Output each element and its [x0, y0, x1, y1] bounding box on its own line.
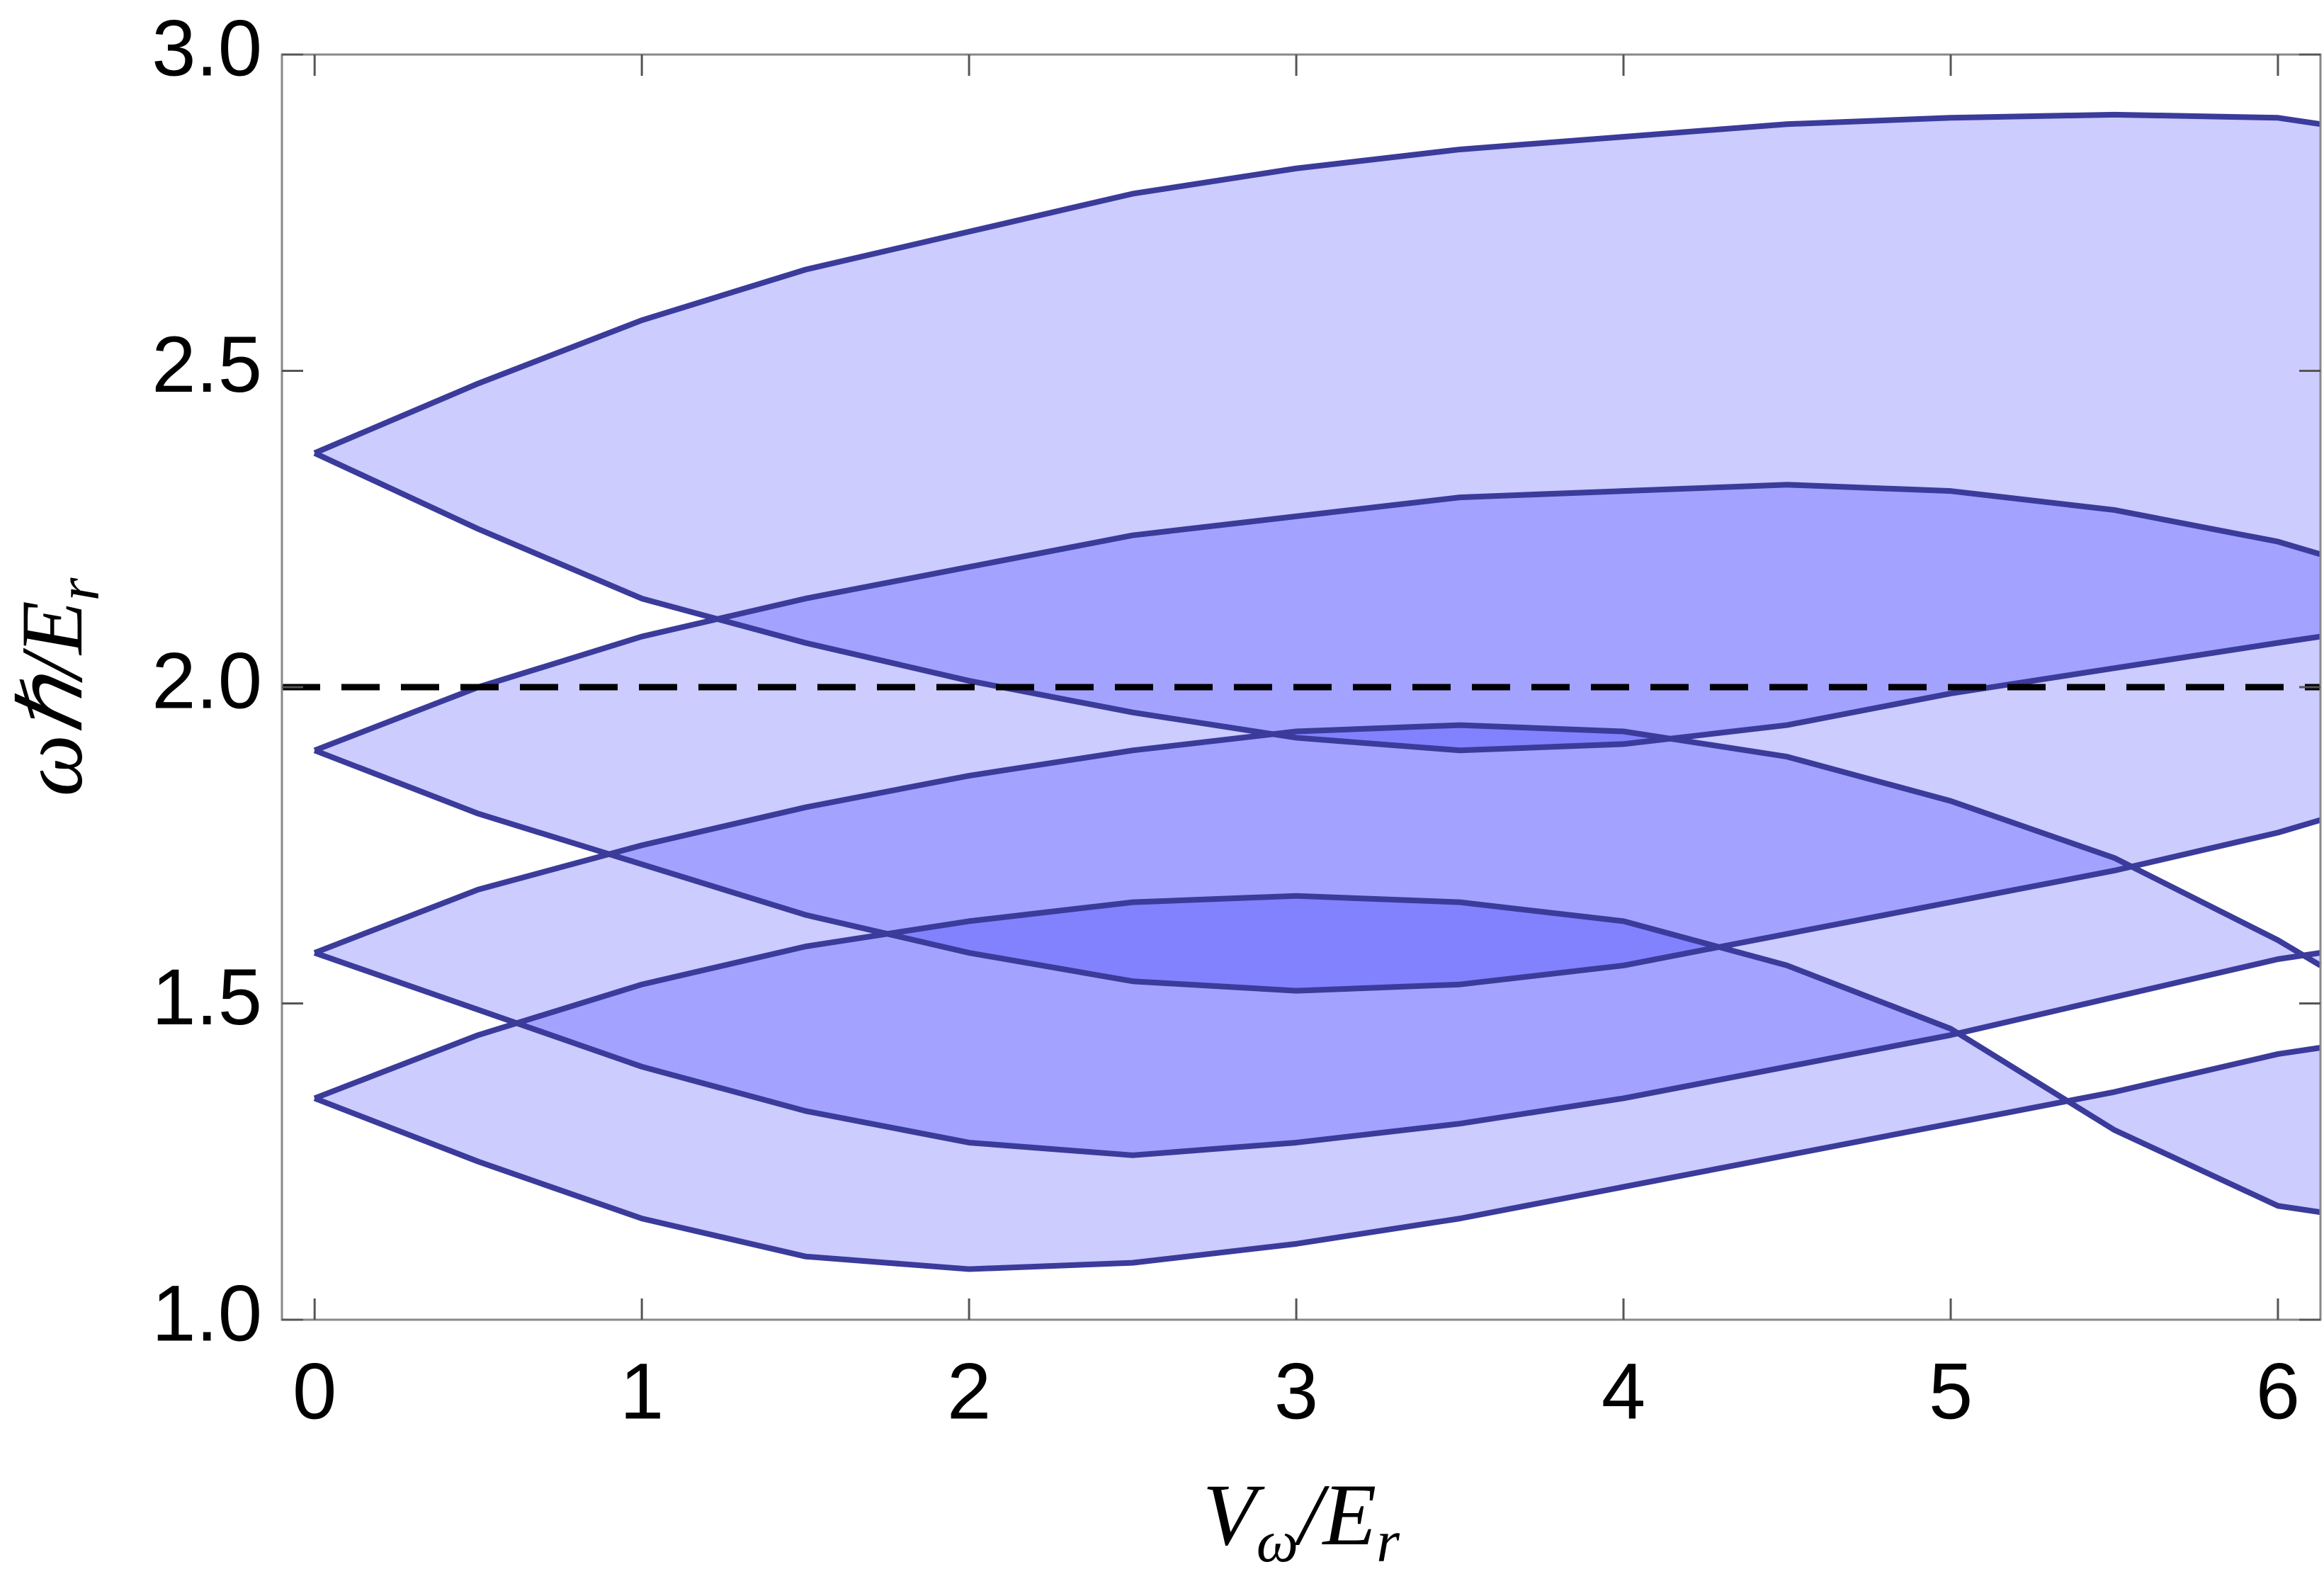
- y-tick-label: 1.0: [152, 1269, 262, 1358]
- band-edge: [313, 111, 2321, 456]
- band-edge: [313, 747, 2322, 994]
- band-fill: [314, 114, 2321, 751]
- x-tick-label: 6: [2256, 1347, 2300, 1436]
- x-label-part: V: [1203, 1466, 1265, 1563]
- band-fill: [314, 725, 2321, 1155]
- band-edge: [313, 1045, 2321, 1272]
- x-label-part: /E: [1294, 1466, 1376, 1563]
- band-edge: [313, 950, 2321, 1158]
- x-tick-label: 1: [620, 1347, 664, 1436]
- band-edge: [313, 893, 2321, 1216]
- x-axis-label: Vω/Er: [1203, 1466, 1400, 1575]
- y-label-part: r: [46, 577, 112, 601]
- band-edge: [313, 450, 2321, 754]
- x-tick-label: 4: [1602, 1347, 1645, 1436]
- band-edge: [313, 482, 2322, 754]
- x-tick-label: 0: [293, 1347, 336, 1436]
- y-tick-label: 2.5: [152, 320, 262, 409]
- y-axis-label: ωℏ/Er: [4, 577, 112, 796]
- x-tick-label: 3: [1274, 1347, 1318, 1436]
- x-label-part: ω: [1257, 1509, 1298, 1575]
- y-label-part: ωℏ/E: [4, 601, 101, 796]
- y-tick-label: 3.0: [152, 4, 262, 93]
- x-tick-label: 2: [947, 1347, 991, 1436]
- band-fill: [314, 895, 2321, 1269]
- x-label-part: r: [1376, 1509, 1400, 1575]
- band-edge: [313, 722, 2323, 968]
- x-tick-label: 5: [1929, 1347, 1973, 1436]
- y-tick-label: 2.0: [152, 637, 262, 725]
- y-tick-label: 1.5: [152, 953, 262, 1041]
